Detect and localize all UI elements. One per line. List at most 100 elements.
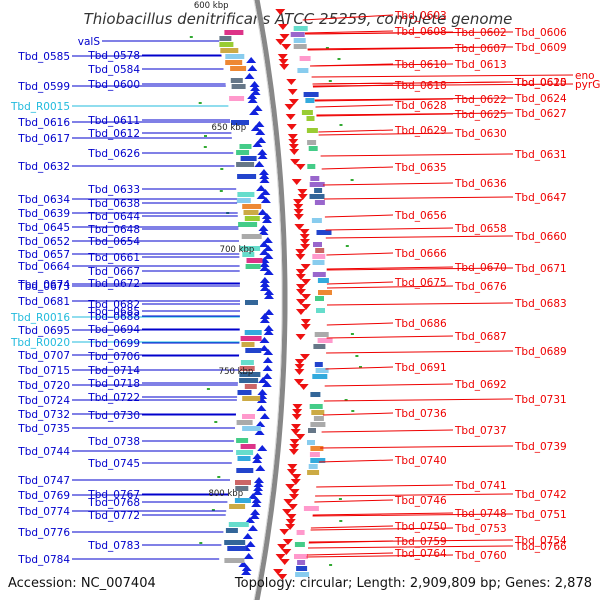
- gene-label: Tbd_0603: [394, 10, 447, 22]
- scale-label: 800 kbp: [208, 489, 243, 499]
- outer-track-block: [309, 404, 323, 409]
- gc-tick: [359, 366, 362, 368]
- outer-track-block: [295, 572, 310, 577]
- backbone-group: [253, 0, 288, 600]
- gene-label: Tbd_0635: [394, 162, 447, 174]
- feature-group: [189, 9, 362, 580]
- minus-strand-feature: [257, 209, 268, 215]
- outer-track-block: [307, 140, 317, 145]
- gene-label: Tbd_0613: [454, 59, 507, 71]
- plus-strand-feature: [287, 89, 298, 95]
- minus-strand-feature: [262, 237, 273, 243]
- gene-label: Tbd_0689: [514, 346, 567, 358]
- plus-strand-feature: [300, 279, 311, 285]
- minus-strand-feature: [250, 509, 261, 515]
- outer-track-block: [294, 554, 308, 559]
- inner-track-block: [242, 396, 261, 401]
- outer-track-block: [293, 26, 308, 31]
- gene-label: Tbd_0783: [87, 540, 140, 552]
- leader-line: [326, 266, 454, 270]
- plus-strand-feature: [281, 44, 292, 50]
- gene-label: Tbd_0742: [514, 489, 567, 501]
- leader-line: [326, 267, 514, 271]
- plus-strand-feature: [287, 464, 298, 470]
- gc-tick: [350, 333, 354, 335]
- minus-strand-feature: [254, 161, 265, 167]
- gc-tick: [350, 179, 354, 181]
- gene-label: Tbd_0656: [394, 210, 447, 222]
- minus-strand-feature: [245, 541, 256, 547]
- gene-label: Tbd_0632: [17, 161, 70, 173]
- inner-track-block: [237, 390, 252, 395]
- inner-track-block: [242, 426, 262, 431]
- inner-track-block: [239, 378, 259, 383]
- gc-tick: [345, 245, 349, 247]
- outer-track-block: [293, 44, 307, 49]
- scale-label: 700 kbp: [220, 245, 255, 255]
- outer-track-block: [309, 452, 320, 457]
- outer-track-block: [310, 446, 324, 451]
- plus-strand-feature: [295, 309, 306, 315]
- gene-label: Tbd_0608: [394, 26, 447, 38]
- minus-strand-feature: [249, 513, 260, 519]
- leader-line: [320, 153, 514, 157]
- gene-label: Tbd_0686: [394, 318, 447, 330]
- gene-label: Tbd_0611: [87, 115, 140, 127]
- gene-label: Tbd_0673: [17, 281, 70, 293]
- minus-strand-feature: [263, 349, 274, 355]
- gene-label: Tbd_0602: [454, 27, 507, 39]
- map-title: Thiobacillus denitrificans ATCC 25259, c…: [84, 10, 513, 28]
- plus-strand-feature: [293, 204, 304, 210]
- scale-label: 600 kbp: [194, 1, 229, 11]
- plus-strand-feature: [300, 324, 311, 330]
- outer-track-block: [311, 410, 325, 415]
- plus-strand-feature: [297, 194, 308, 200]
- outer-track-block: [290, 32, 305, 37]
- plus-strand-feature: [282, 539, 293, 545]
- plus-strand-feature: [295, 289, 306, 295]
- gene-label: Tbd_0730: [87, 410, 140, 422]
- inner-track-block: [224, 558, 245, 563]
- gene-label: Tbd_0617: [17, 133, 70, 145]
- plus-strand-feature: [300, 244, 311, 250]
- minus-strand-feature: [254, 121, 265, 127]
- gc-tick: [219, 190, 223, 192]
- outer-track-block: [299, 56, 311, 61]
- inner-track-block: [240, 360, 254, 365]
- plus-strand-feature: [278, 59, 289, 65]
- inner-track-block: [225, 54, 245, 59]
- scale-label: 750 kbp: [219, 367, 254, 377]
- plus-strand-feature: [285, 484, 296, 490]
- gene-labels-group: valS Tbd_0578 Tbd_0585 Tbd_0584 Tbd_0599 Tbd_…: [10, 10, 600, 566]
- leader-line: [312, 81, 514, 85]
- gene-label: Tbd_0687: [454, 331, 507, 343]
- minus-strand-feature: [255, 129, 266, 135]
- outer-track-block: [318, 290, 332, 295]
- plus-strand-feature: [285, 519, 296, 525]
- outer-track-block: [312, 254, 326, 259]
- gene-label: Tbd_0688: [87, 311, 140, 323]
- outer-track-block: [311, 218, 322, 223]
- gene-label: Tbd_0685: [87, 306, 140, 318]
- plus-strand-feature: [290, 159, 301, 165]
- gc-tick: [325, 47, 329, 49]
- leader-line: [316, 112, 514, 116]
- outer-track-block: [297, 68, 309, 73]
- outer-track-block: [317, 338, 333, 343]
- leader-line: [307, 46, 514, 50]
- outer-track-block: [313, 416, 324, 421]
- outer-track-block: [307, 164, 316, 169]
- inner-track-block: [225, 60, 243, 65]
- gene-label: Tbd_0744: [17, 446, 70, 458]
- gene-label: Tbd_0764: [394, 548, 447, 560]
- leader-line: [304, 30, 394, 34]
- leader-line: [316, 484, 454, 488]
- minus-strand-feature: [251, 501, 262, 507]
- minus-strand-feature: [263, 329, 274, 335]
- outer-track-block: [314, 362, 323, 367]
- minus-strand-feature: [241, 565, 252, 571]
- plus-strand-feature: [277, 54, 288, 60]
- outer-track-block: [309, 182, 325, 187]
- leader-line: [324, 214, 394, 218]
- plus-strand-feature: [295, 254, 306, 260]
